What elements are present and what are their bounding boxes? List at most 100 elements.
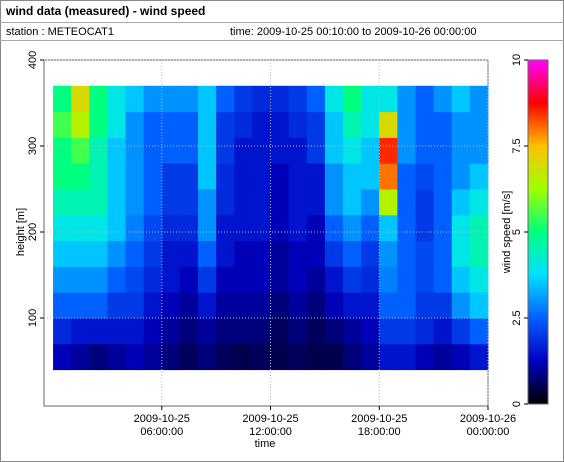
heat-cell — [343, 266, 362, 293]
heat-cell — [89, 318, 108, 345]
heat-cell — [198, 189, 217, 216]
colorbar-label: wind speed [m/s] — [501, 191, 513, 275]
colorbar-tick-label: 5 — [511, 229, 523, 235]
heat-cell — [179, 240, 199, 267]
y-tick-label: 400 — [27, 51, 39, 69]
heat-cell — [216, 137, 235, 164]
y-axis-label: height [m] — [15, 208, 27, 256]
heat-cell — [71, 343, 90, 371]
heat-cell — [324, 318, 344, 345]
heat-cell — [143, 137, 163, 164]
colorbar-tick-label: 10 — [511, 54, 523, 66]
heat-cell — [415, 111, 435, 138]
heat-cell — [361, 137, 380, 164]
heat-cell — [270, 137, 290, 164]
heat-cell — [71, 318, 90, 345]
heat-cell — [107, 137, 127, 164]
heat-cell — [343, 214, 362, 242]
station: station : METEOCAT1 — [6, 26, 114, 38]
heat-cell — [216, 111, 235, 138]
heat-cell — [288, 214, 308, 242]
heat-cell — [125, 318, 145, 345]
heat-cell — [379, 214, 398, 242]
heat-cell — [179, 189, 199, 216]
heat-cell — [343, 292, 362, 319]
heat-cell — [143, 292, 163, 319]
x-tick-label: 2009-10-25 06:00:00 — [134, 413, 190, 438]
heat-cell — [415, 292, 435, 319]
heat-cell — [125, 163, 145, 190]
heat-cell — [125, 240, 145, 267]
heat-cell — [288, 189, 308, 216]
heat-cell — [216, 343, 235, 371]
heat-cell — [379, 343, 398, 371]
heat-cell — [125, 137, 145, 164]
heat-cell — [234, 292, 253, 319]
heat-cell — [270, 292, 290, 319]
heat-cell — [89, 85, 108, 113]
heat-cell — [270, 343, 290, 371]
heat-cell — [125, 111, 145, 138]
heat-cell — [89, 240, 108, 267]
heat-cell — [143, 318, 163, 345]
heat-cell — [252, 214, 272, 242]
heat-cell — [288, 292, 308, 319]
heat-cell — [143, 111, 163, 138]
heat-cell — [379, 318, 398, 345]
heat-cell — [198, 318, 217, 345]
heat-cell — [324, 266, 344, 293]
heat-cell — [343, 137, 362, 164]
heat-cell — [161, 240, 181, 267]
heat-cell — [161, 111, 181, 138]
heat-cell — [397, 189, 417, 216]
heat-cell — [143, 214, 163, 242]
heat-cell — [288, 240, 308, 267]
heat-cell — [361, 266, 380, 293]
heat-cell — [53, 318, 72, 345]
heat-cell — [234, 266, 253, 293]
heat-cell — [397, 85, 417, 113]
heat-cell — [361, 343, 380, 371]
heat-cell — [143, 343, 163, 371]
y-tick-label: 200 — [27, 223, 39, 241]
heat-cell — [324, 292, 344, 319]
heat-cell — [179, 343, 199, 371]
heat-cell — [324, 85, 344, 113]
heat-cell — [252, 266, 272, 293]
heat-cell — [415, 163, 435, 190]
heat-cell — [71, 266, 90, 293]
heat-cell — [53, 266, 72, 293]
heat-cell — [306, 240, 326, 267]
heat-cell — [234, 189, 253, 216]
heat-cell — [216, 240, 235, 267]
heat-cell — [89, 292, 108, 319]
heat-cell — [397, 137, 417, 164]
heat-cell — [451, 85, 471, 113]
heat-cell — [415, 214, 435, 242]
heat-cell — [451, 214, 471, 242]
heat-cell — [107, 189, 127, 216]
heat-cell — [252, 85, 272, 113]
heat-cell — [433, 214, 453, 242]
heat-cell — [469, 111, 489, 138]
heat-cell — [216, 85, 235, 113]
time-range: time: 2009-10-25 00:10:00 to 2009-10-26 … — [230, 26, 476, 38]
heat-cell — [107, 292, 127, 319]
heat-cell — [343, 240, 362, 267]
heat-cell — [397, 111, 417, 138]
heat-cell — [252, 137, 272, 164]
heat-cell — [361, 214, 380, 242]
heat-cell — [379, 163, 398, 190]
heat-cell — [415, 189, 435, 216]
heat-cell — [306, 189, 326, 216]
heat-cell — [252, 163, 272, 190]
heat-cell — [469, 85, 489, 113]
heat-cell — [125, 343, 145, 371]
heat-cell — [415, 343, 435, 371]
heat-cell — [361, 111, 380, 138]
x-tick-label: 2009-10-25 18:00:00 — [351, 413, 407, 438]
heat-cell — [306, 292, 326, 319]
heat-cell — [198, 266, 217, 293]
heat-cell — [469, 137, 489, 164]
